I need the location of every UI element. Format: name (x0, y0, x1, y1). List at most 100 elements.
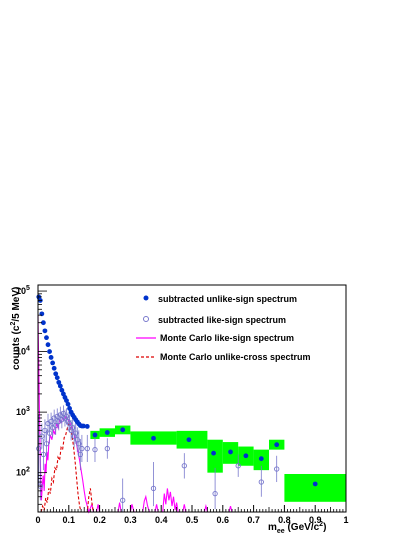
sys-error-box (284, 474, 346, 502)
unlike-sign-point (64, 398, 69, 403)
unlike-sign-point (65, 401, 71, 407)
like-sign-point (60, 405, 67, 422)
unlike-sign-point (42, 328, 48, 334)
like-sign-point (36, 414, 42, 487)
unlike-sign-point (186, 437, 192, 443)
x-tick-label: 0.9 (309, 515, 322, 525)
like-sign-point (73, 422, 79, 444)
axis-ticks: 0 0.1 0.2 0.3 0.4 0.5 0.6 0.7 0.8 0.9 1 102 103 104 10… (16, 285, 349, 525)
like-sign-point (212, 467, 218, 510)
legend-marker-like (143, 316, 149, 322)
like-sign-point (77, 438, 84, 471)
like-sign-point (120, 478, 126, 512)
legend-label-mc-like: Monte Carlo like-sign spectrum (160, 333, 294, 343)
like-sign-point (104, 438, 110, 459)
plot-area (36, 294, 346, 514)
legend-label-like: subtracted like-sign spectrum (158, 315, 286, 325)
like-sign-point (54, 408, 60, 425)
unlike-sign-point (47, 349, 52, 354)
like-sign-marker (42, 427, 48, 433)
like-sign-marker (212, 490, 218, 497)
unlike-sign-point (228, 449, 233, 455)
like-sign-points (36, 405, 280, 512)
like-sign-marker (84, 445, 90, 452)
mc-unlike-cross-curve (40, 422, 94, 513)
like-sign-marker (63, 413, 70, 420)
x-tick-label: 0.1 (63, 515, 76, 525)
like-sign-point (71, 424, 77, 448)
like-sign-point (66, 414, 73, 433)
like-sign-point (43, 430, 50, 458)
legend: subtracted unlike-sign spectrum subtract… (136, 294, 311, 362)
like-sign-marker (274, 466, 280, 472)
like-sign-marker (104, 445, 110, 452)
x-tick-label: 0.6 (217, 515, 230, 525)
like-sign-marker (76, 441, 82, 447)
like-sign-point (63, 408, 70, 425)
like-sign-marker (258, 479, 264, 485)
like-sign-point (274, 455, 280, 483)
unlike-sign-point (50, 360, 56, 366)
like-sign-marker (60, 410, 67, 417)
sys-error-box (207, 439, 223, 473)
like-sign-marker (53, 422, 59, 429)
unlike-sign-point (53, 371, 59, 377)
like-sign-marker (150, 485, 157, 492)
unlike-sign-point (44, 335, 49, 341)
like-sign-marker (48, 418, 54, 425)
x-tick-label: 0 (35, 515, 40, 525)
like-sign-marker (54, 413, 60, 420)
like-sign-point (181, 453, 187, 479)
unlike-sign-point (59, 387, 65, 393)
unlike-sign-point (120, 427, 126, 433)
x-tick-label: 0.5 (186, 515, 199, 525)
x-tick-label: 0.8 (278, 515, 291, 525)
unlike-sign-point (67, 406, 72, 411)
like-sign-point (92, 437, 98, 462)
like-sign-marker (57, 412, 63, 418)
y-axis-title: counts (c2/5 MeV) (10, 287, 22, 370)
like-sign-marker (70, 425, 76, 431)
unlike-sign-point (84, 424, 90, 429)
like-sign-marker (120, 497, 126, 503)
x-tick-label: 0.3 (124, 515, 137, 525)
x-tick-label: 0.2 (93, 515, 106, 525)
like-sign-point (79, 434, 85, 462)
unlike-sign-point (274, 442, 280, 448)
like-sign-marker (77, 451, 84, 458)
unlike-sign-point (45, 342, 51, 348)
like-sign-point (84, 434, 90, 462)
unlike-sign-point (40, 320, 46, 326)
like-sign-point (53, 416, 59, 435)
unlike-sign-point (151, 435, 156, 441)
unlike-sign-point (57, 383, 63, 389)
y-tick-label: 104 (16, 346, 30, 357)
y-tick-label: 102 (16, 467, 30, 478)
unlike-sign-point (258, 456, 264, 462)
unlike-sign-points (36, 294, 318, 487)
sys-error-box (176, 430, 208, 449)
unlike-sign-point (56, 379, 62, 385)
like-sign-marker (36, 445, 42, 452)
y-tick-label: 103 (16, 406, 30, 417)
legend-label-mc-cross: Monte Carlo unlike-cross spectrum (160, 352, 311, 362)
like-sign-marker (92, 446, 98, 453)
like-sign-marker (235, 463, 241, 469)
like-sign-point (46, 422, 53, 444)
like-sign-marker (181, 463, 187, 469)
like-sign-point (57, 406, 63, 424)
like-sign-marker (71, 433, 77, 439)
x-tick-label: 1 (343, 515, 348, 525)
unlike-sign-point (104, 430, 110, 435)
like-sign-marker (46, 430, 53, 436)
unlike-sign-point (312, 481, 318, 487)
like-sign-marker (62, 415, 68, 421)
x-tick-label: 0.4 (155, 515, 168, 525)
like-sign-marker (51, 415, 57, 421)
unlike-sign-point (211, 450, 216, 456)
like-sign-point (235, 454, 241, 477)
like-sign-marker (43, 441, 50, 447)
unlike-sign-point (81, 423, 86, 429)
x-axis-title: mee (GeV/c2) (268, 521, 326, 535)
